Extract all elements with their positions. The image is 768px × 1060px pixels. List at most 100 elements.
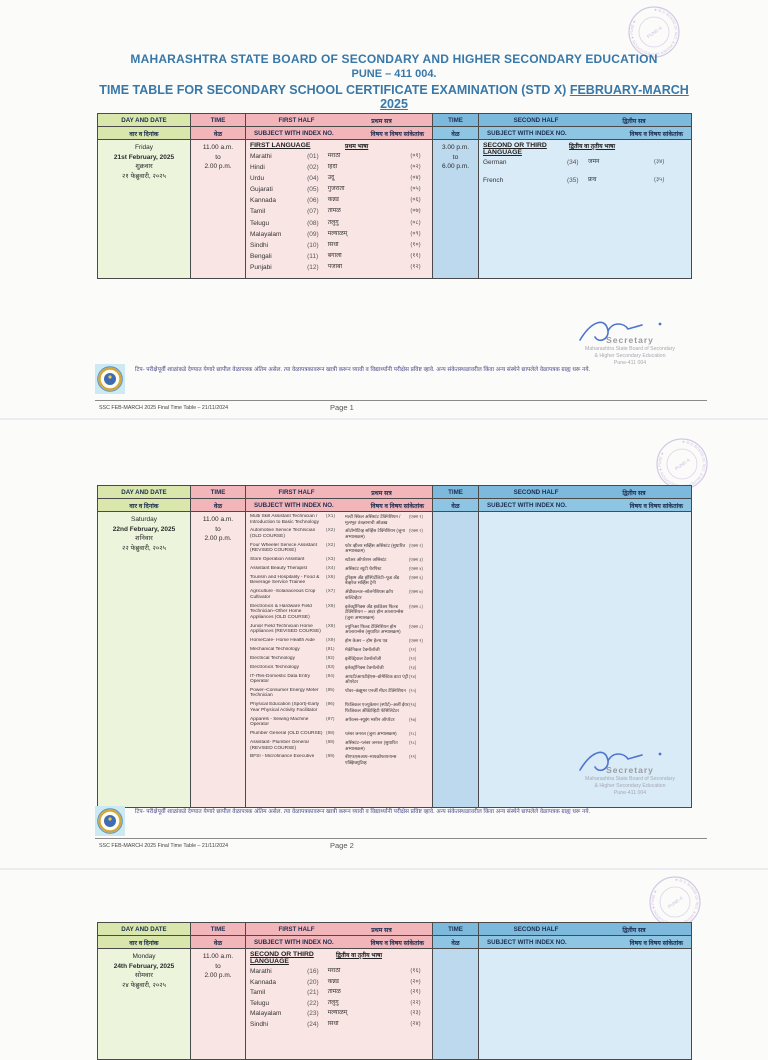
col-day-date-mr: वार व दिनांक — [98, 127, 191, 139]
subject-row: Apparels - Sewing Machine Operator (97) … — [250, 716, 417, 728]
time-cell: 11.00 a.m. to 2.00 p.m. — [191, 512, 246, 807]
first-half-cell: SECOND OR THIRD LANGUAGE द्वितीय वा तृती… — [246, 949, 433, 1059]
col-first-half: FIRST HALF प्रथम सत्र — [246, 486, 433, 498]
col-second-half: SECOND HALF द्वितीय सत्र — [479, 114, 691, 126]
table-header-row-1: DAY AND DATE TIME FIRST HALF प्रथम सत्र T… — [98, 486, 691, 499]
subject-row: HomeCare- Home Health Aide (X9) होम केअर… — [250, 638, 423, 644]
timetable-page-3: DAY AND DATE TIME FIRST HALF प्रथम सत्र T… — [97, 922, 692, 1060]
col-second-half: SECOND HALF द्वितीय सत्र — [479, 923, 691, 935]
col-subject-fh: SUBJECT WITH INDEX NO. विषय व विषय सांकेत… — [246, 499, 433, 511]
page-1: ★ M.S. BOARD OF SEC. & HIGHER SEC. EDUCA… — [0, 0, 768, 418]
col-subject-sh: SUBJECT WITH INDEX NO. विषय व विषय सांकेत… — [479, 127, 691, 139]
subject-row: French (35) फ्रेंच (३५) — [483, 176, 665, 184]
table-header-row-2: वार व दिनांक वेळ SUBJECT WITH INDEX NO. व… — [98, 499, 691, 512]
subject-row: Punjabi (12) पंजाबी (१२) — [250, 263, 421, 271]
col-time-en: TIME — [191, 923, 246, 935]
page-number: Page 1 — [330, 403, 354, 412]
col-first-half: FIRST HALF प्रथम सत्र — [246, 923, 433, 935]
day-date-cell: Friday 21st February, 2025 शुक्रवार २१ फ… — [98, 140, 191, 278]
round-stamp-icon: ★ M.S. BOARD OF SEC. & HIGHER SEC. EDUCA… — [628, 6, 680, 58]
signature-ink — [579, 321, 662, 342]
svg-text:PUNE-4: PUNE-4 — [667, 895, 684, 909]
svg-text:PUNE-4: PUNE-4 — [646, 25, 663, 39]
signature-block: Secretary Maharashtra State Board of Sec… — [585, 335, 675, 366]
svg-text:PUNE-4: PUNE-4 — [674, 457, 691, 471]
col-time-mr: वेळ — [191, 127, 246, 139]
subject-row: Electrical Technology (92) इलेक्ट्रिकल ट… — [250, 655, 417, 661]
first-half-heading: SECOND OR THIRD LANGUAGE द्वितीय वा तृती… — [250, 951, 383, 965]
col-subject-fh: SUBJECT WITH INDEX NO. विषय व विषय सांकेत… — [246, 127, 433, 139]
page-number: Page 2 — [330, 841, 354, 850]
signature-block: Secretary Maharashtra State Board of Sec… — [585, 765, 675, 796]
timetable-page-1: DAY AND DATE TIME FIRST HALF प्रथम सत्र T… — [97, 113, 692, 279]
subject-row: Automotive Service Technician (OLD COURS… — [250, 528, 423, 539]
time-line: 2.00 p.m. — [204, 163, 232, 170]
subject-row: Assistant Beauty Therapist (X4) असिस्टंट… — [250, 566, 423, 572]
time-line: 2.00 p.m. — [204, 972, 232, 979]
subject-row: German (34) जर्मन (३४) — [483, 159, 665, 166]
subject-row: IT-ITes-Domestic Data Entry Operator (94… — [250, 673, 417, 685]
col-time-en: TIME — [191, 486, 246, 498]
subject-row: Junior Field Technician Home Appliances … — [250, 623, 423, 635]
subject-row: Telugu (08) तेलुगु (०८) — [250, 219, 421, 227]
page-2: ★ M.S. BOARD OF SEC. & HIGHER SEC. EDUCA… — [0, 420, 768, 868]
subject-row: Sindhi (24) सिंधी (२४) — [250, 1020, 421, 1028]
time-line: to — [215, 153, 221, 161]
col-subject-fh: SUBJECT WITH INDEX NO. विषय व विषय सांकेत… — [246, 936, 433, 948]
board-emblem-icon — [95, 806, 125, 836]
subject-row: Kannada (06) कन्नड (०६) — [250, 197, 421, 205]
page-boundary — [0, 418, 768, 420]
day-date-cell: Saturday 22nd February, 2025 शनिवार २२ फ… — [98, 512, 191, 807]
time-cell: 11.00 a.m. to 2.00 p.m. — [191, 949, 246, 1059]
col-time2-mr: वेळ — [433, 127, 479, 139]
subject-row: Malayalam (23) मल्याळम् (२३) — [250, 1010, 421, 1017]
subject-row: Kannada (20) कन्नड (२०) — [250, 978, 421, 986]
time-line: 2.00 p.m. — [204, 535, 232, 542]
time-line: to — [452, 153, 459, 161]
board-name: MAHARASHTRA STATE BOARD OF SECONDARY AND… — [130, 52, 658, 66]
time2-cell-empty — [433, 949, 479, 1059]
subject-row: Power–Consumer Energy Meter Technician (… — [250, 687, 417, 699]
subject-row: Hindi (02) हिंदी (०२) — [250, 164, 421, 172]
page-3: ★ M.S. BOARD OF SEC. & HIGHER SEC. EDUCA… — [0, 870, 768, 1060]
col-time2-mr: वेळ — [433, 499, 479, 511]
time-cell: 11.00 a.m. to 2.00 p.m. — [191, 140, 246, 278]
subject-row: Four Wheeler Service Assistant (REVISED … — [250, 542, 423, 554]
table-header-row-1: DAY AND DATE TIME FIRST HALF प्रथम सत्र T… — [98, 923, 691, 936]
col-first-half: FIRST HALF प्रथम सत्र — [246, 114, 433, 126]
subject-row: Mechanical Technology (91) मेकॅनिकल टेक्… — [250, 646, 417, 652]
table-body-row: Friday 21st February, 2025 शुक्रवार २१ फ… — [98, 140, 691, 278]
subject-row: Bengali (11) बंगाली (११) — [250, 252, 421, 260]
time-line: 11.00 a.m. — [202, 516, 234, 523]
subject-list: Marathi (16) मराठी (१६) Kannada (20) कन्… — [250, 968, 432, 1028]
note-text: टिप- परीक्षेपूर्वी शाळांकडे देण्यात येणा… — [135, 809, 591, 815]
subject-row: Store Operation Assistant (X3) स्टोअर ऑप… — [250, 557, 423, 563]
col-time2-en: TIME — [433, 923, 479, 935]
col-time-en: TIME — [191, 114, 246, 126]
col-time-mr: वेळ — [191, 936, 246, 948]
subject-row: Plumber General (OLD COURSE) (98) प्लंबर… — [250, 731, 417, 737]
round-stamp-icon: ★ M.S. BOARD OF SEC. & HIGHER SEC. EDUCA… — [649, 876, 701, 928]
col-day-date-mr: वार व दिनांक — [98, 499, 191, 511]
col-subject-sh: SUBJECT WITH INDEX NO. विषय व विषय सांकेत… — [479, 499, 691, 511]
second-half-cell-empty — [479, 512, 691, 807]
subject-row: Physical Education (Sport)-Early Year Ph… — [250, 702, 417, 713]
subject-row: Tamil (07) तमिळ (०७) — [250, 208, 421, 216]
col-time2-en: TIME — [433, 486, 479, 498]
signature-ink — [579, 751, 662, 772]
first-half-heading: FIRST LANGUAGE प्रथम भाषा — [250, 142, 369, 150]
col-day-date-en: DAY AND DATE — [98, 486, 191, 498]
col-day-date-en: DAY AND DATE — [98, 114, 191, 126]
table-body-row: Saturday 22nd February, 2025 शनिवार २२ फ… — [98, 512, 691, 807]
time-line: 11.00 a.m. — [202, 144, 234, 151]
subject-row: Assistant- Plumber General (REVISED COUR… — [250, 740, 417, 751]
board-emblem-icon — [95, 364, 125, 394]
table-header-row-2: वार व दिनांक वेळ SUBJECT WITH INDEX NO. व… — [98, 936, 691, 949]
subject-list: Multi Skill Assistant Technician / Intro… — [250, 514, 432, 765]
col-time2-mr: वेळ — [433, 936, 479, 948]
col-time2-en: TIME — [433, 114, 479, 126]
subject-row: Tamil (21) तमिळ (२१) — [250, 989, 421, 996]
first-half-cell: Multi Skill Assistant Technician / Intro… — [246, 512, 433, 807]
col-subject-sh: SUBJECT WITH INDEX NO. विषय व विषय सांकेत… — [479, 936, 691, 948]
footer-divider — [95, 400, 707, 401]
